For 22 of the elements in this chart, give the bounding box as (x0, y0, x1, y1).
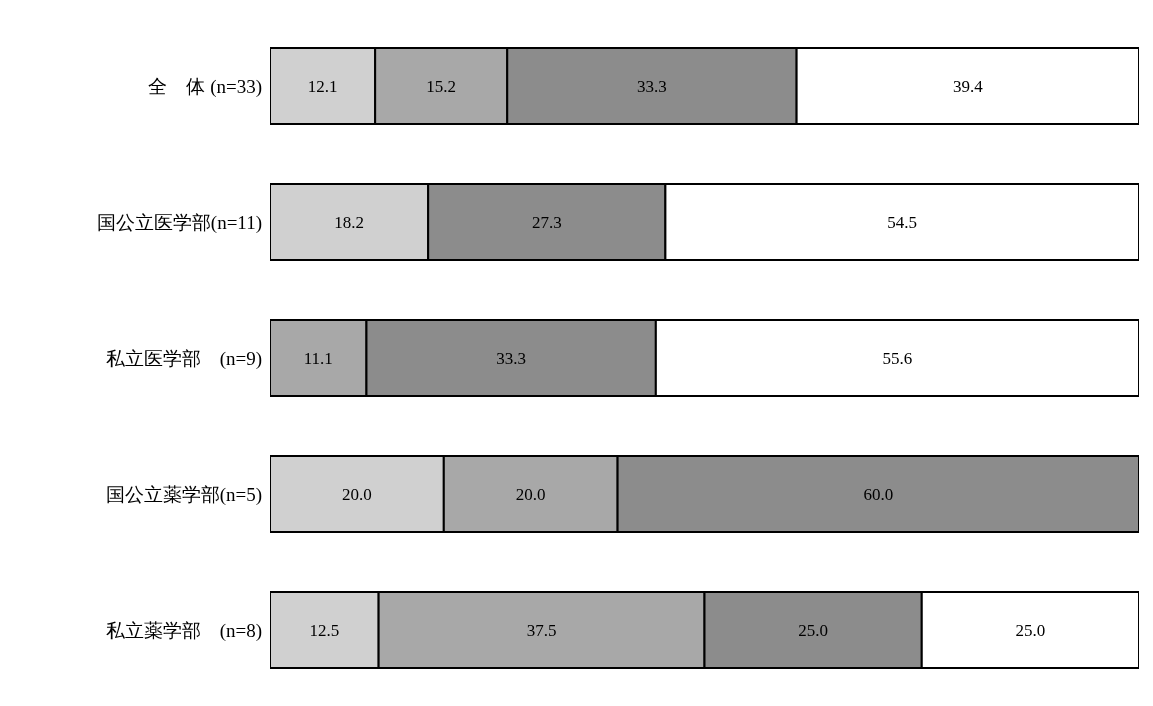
y-tick-label: 国公立薬学部(n=5) (105, 483, 262, 506)
y-tick-label: 私立薬学部 (n=8) (105, 619, 262, 642)
data-label: 25.0 (798, 620, 828, 640)
data-label: 11.1 (303, 348, 333, 368)
data-label: 12.5 (309, 620, 340, 640)
data-label: 27.3 (531, 212, 562, 232)
data-label: 15.2 (426, 76, 457, 96)
data-label: 25.0 (1015, 620, 1046, 640)
data-label: 20.0 (515, 484, 546, 504)
data-label: 33.3 (637, 76, 667, 96)
y-tick-label: 私立医学部 (n=9) (105, 347, 262, 370)
y-tick-label: 国公立医学部(n=11) (96, 211, 262, 234)
data-label: 18.2 (334, 212, 364, 232)
data-label: 33.3 (496, 348, 527, 368)
data-label: 39.4 (952, 76, 984, 96)
data-label: 12.1 (307, 76, 338, 96)
data-label: 60.0 (863, 484, 894, 504)
data-label: 20.0 (342, 484, 372, 504)
data-label: 54.5 (887, 212, 918, 232)
data-label: 37.5 (526, 620, 557, 640)
data-label: 55.6 (882, 348, 913, 368)
y-tick-label: 全 体 (n=33) (148, 75, 262, 98)
